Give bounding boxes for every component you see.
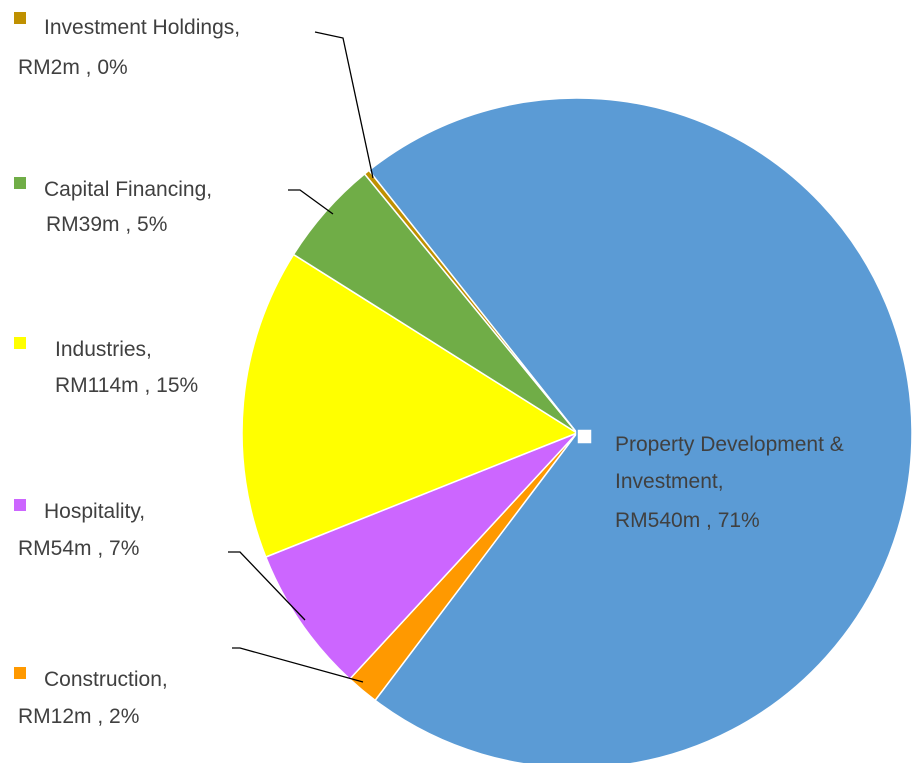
- slice-label: Property Development & Investment,: [615, 433, 844, 493]
- legend-marker: [576, 428, 593, 445]
- slice-value-label: RM39m , 5%: [46, 213, 168, 236]
- leader-line: [232, 647, 364, 683]
- leader-line: [228, 551, 306, 621]
- pie-slice: [363, 169, 578, 434]
- slice-label: Investment Holdings,: [44, 16, 241, 39]
- slice-value-label: RM2m , 0%: [18, 56, 128, 79]
- legend-marker: [14, 667, 26, 679]
- pie-slice: [241, 253, 579, 558]
- slice-value-label: RM12m , 2%: [18, 705, 140, 728]
- slice-value-label: RM540m , 71%: [615, 509, 760, 532]
- leader-line: [288, 189, 334, 215]
- pie-slice: [264, 432, 578, 681]
- legend-marker: [14, 12, 26, 24]
- slice-label: Capital Financing,: [44, 178, 213, 201]
- slice-label: Construction,: [44, 668, 168, 691]
- legend-marker: [14, 337, 26, 349]
- slice-value-label: RM114m , 15%: [55, 374, 199, 397]
- slice-label: Industries,: [55, 338, 152, 361]
- slice-label: Hospitality,: [44, 500, 146, 523]
- legend-marker: [14, 499, 26, 511]
- leader-line: [314, 31, 374, 179]
- legend-marker: [14, 177, 26, 189]
- slice-value-label: RM54m , 7%: [18, 537, 140, 560]
